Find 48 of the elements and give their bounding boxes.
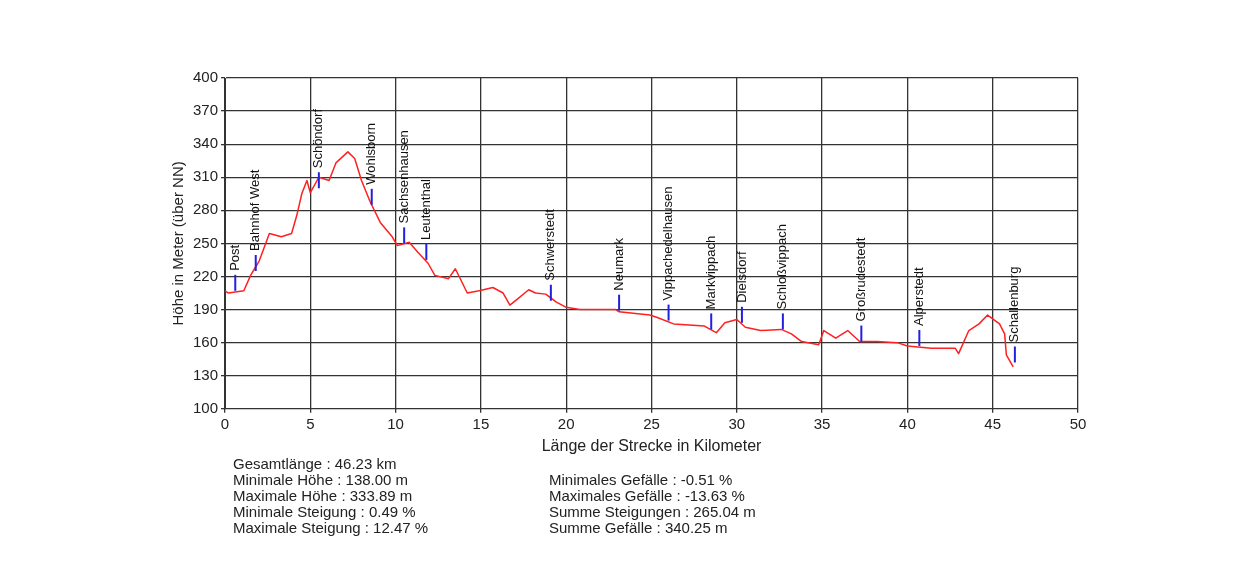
annotation: Neumark: [610, 237, 626, 291]
text: Summe Gefälle : 340.25 m: [549, 519, 729, 536]
y-tick-label: 250: [193, 233, 219, 251]
x-axis-title: Länge der Strecke in Kilometer: [541, 436, 763, 454]
annotation: Schloßvippach: [774, 224, 790, 310]
x-tick-label: 50: [1069, 414, 1087, 432]
text: Maximale Höhe : 333.89 m: [233, 487, 414, 504]
text: Summe Steigungen : 265.04 m: [549, 503, 757, 520]
y-tick-label: 100: [193, 398, 219, 416]
x-tick-label: 0: [220, 414, 230, 432]
x-tick-label: 5: [306, 414, 315, 432]
annotation: Sachsenhausen: [395, 130, 411, 224]
x-tick-label: 35: [813, 414, 831, 432]
text: Maximales Gefälle : -13.63 %: [549, 487, 746, 504]
annotation: Markvippach: [702, 235, 718, 310]
annotation: Wohlsborn: [363, 122, 379, 185]
y-axis-title: Höhe in Meter (über NN): [169, 161, 187, 326]
x-tick-label: 15: [472, 414, 490, 432]
y-tick-label: 130: [193, 365, 219, 383]
text: Gesamtlänge : 46.23 km: [233, 455, 398, 472]
x-tick-label: 40: [899, 414, 916, 432]
text: Minimales Gefälle : -0.51 %: [549, 471, 734, 488]
y-tick-label: 190: [193, 299, 219, 317]
x-tick-label: 10: [387, 414, 404, 432]
y-tick-label: 310: [193, 167, 219, 185]
annotation: Dielsdorf: [733, 251, 749, 303]
y-tick-label: 370: [193, 101, 219, 119]
x-tick-label: 25: [643, 414, 660, 432]
annotation: Schöndorf: [310, 108, 326, 169]
y-tick-label: 400: [193, 68, 219, 86]
text: Minimale Höhe : 138.00 m: [233, 471, 410, 488]
annotation: Alperstedt: [910, 267, 926, 326]
y-tick-label: 220: [193, 266, 219, 284]
annotation: Schallenburg: [1006, 266, 1022, 343]
y-tick-label: 340: [193, 134, 219, 152]
annotation: Großrudestedt: [852, 237, 868, 322]
text: Minimale Steigung : 0.49 %: [233, 503, 417, 520]
annotation: Post: [226, 244, 242, 271]
x-tick-label: 20: [557, 414, 575, 432]
y-tick-label: 280: [193, 200, 219, 218]
annotation: Leutenthal: [417, 179, 433, 240]
x-tick-label: 30: [728, 414, 746, 432]
annotation: Bahnhof West: [247, 169, 263, 251]
annotation: Vippachedelhausen: [660, 186, 676, 301]
text: Maximale Steigung : 12.47 %: [233, 519, 430, 536]
annotation: Schwerstedt: [542, 208, 558, 281]
x-tick-label: 45: [984, 414, 1002, 432]
y-tick-label: 160: [193, 332, 219, 350]
